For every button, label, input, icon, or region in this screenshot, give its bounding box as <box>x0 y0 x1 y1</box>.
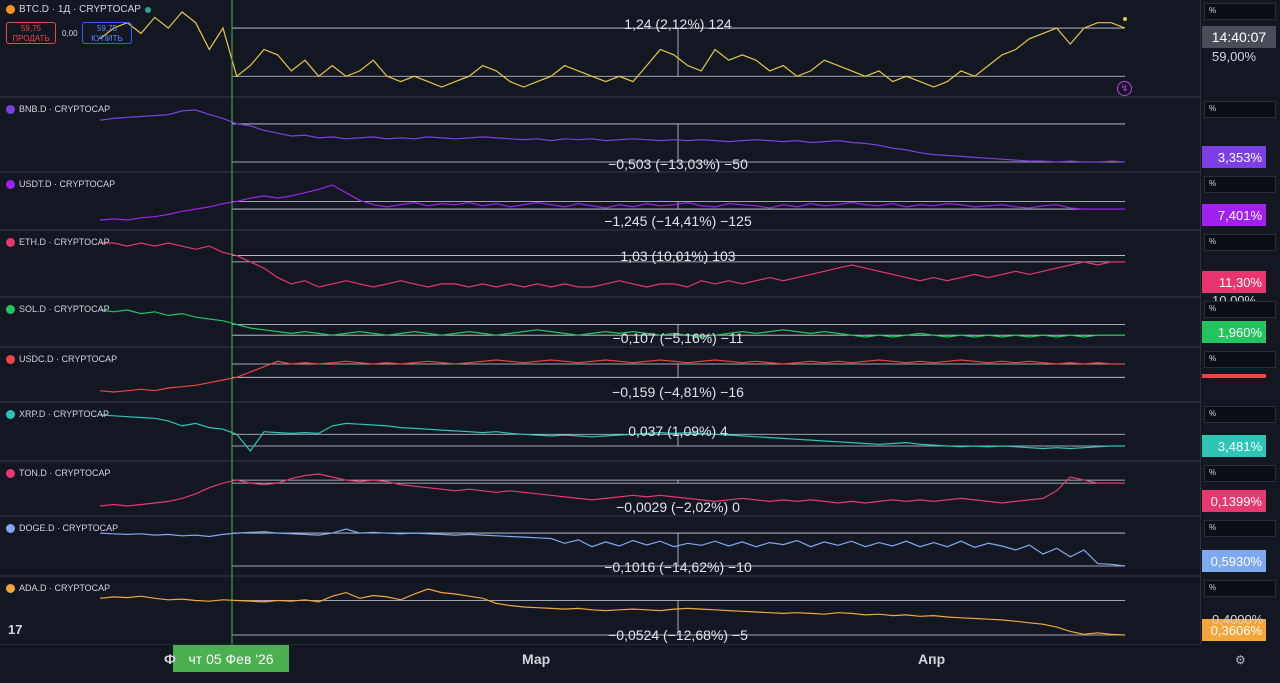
sell-price: 59,75 <box>20 24 42 33</box>
buy-button[interactable]: 59,75 КУПИТЬ <box>82 22 132 44</box>
last-point-marker <box>1123 17 1127 21</box>
symbol-name: USDC.D · CRYPTOCAP <box>19 354 118 364</box>
symbol-name: SOL.D · CRYPTOCAP <box>19 304 110 314</box>
series-line-6 <box>99 414 1125 452</box>
x-label-feb: Ф <box>164 651 176 667</box>
last-value-6: 3,481% <box>1202 435 1266 457</box>
x-label-apr: Апр <box>918 651 946 667</box>
symbol-name: DOGE.D · CRYPTOCAP <box>19 523 119 533</box>
price-scale[interactable] <box>1200 0 1280 645</box>
percent-scale-box-8: % <box>1204 520 1276 537</box>
percent-scale-box-6: % <box>1204 406 1276 423</box>
ethereum-icon <box>6 237 15 247</box>
series-line-7 <box>99 473 1125 507</box>
xrp-icon <box>6 409 15 419</box>
chart-canvas[interactable] <box>0 0 1200 645</box>
symbol-name: BNB.D · CRYPTOCAP <box>19 104 111 114</box>
pane-label-5: USDC.D · CRYPTOCAP <box>6 354 117 364</box>
pane-label-8: DOGE.D · CRYPTOCAP <box>6 523 118 533</box>
settings-gear-icon[interactable]: ⚙ <box>1235 653 1246 667</box>
pane-label-9: ADA.D · CRYPTOCAP <box>6 583 110 593</box>
symbol-name: XRP.D · CRYPTOCAP <box>19 409 110 419</box>
last-value-1: 3,353% <box>1202 146 1266 168</box>
percent-scale-box-3: % <box>1204 234 1276 251</box>
spread-value: 0,00 <box>62 29 78 38</box>
buy-price: 59,75 <box>96 24 118 33</box>
percent-scale-box-7: % <box>1204 465 1276 482</box>
dogecoin-icon <box>6 523 15 533</box>
last-value-3: 11,30% <box>1202 271 1266 293</box>
percent-scale-box-5: % <box>1204 351 1276 368</box>
last-value-2: 7,401% <box>1202 204 1266 226</box>
sell-label: ПРОДАТЬ <box>12 34 50 43</box>
pane-label-6: XRP.D · CRYPTOCAP <box>6 409 109 419</box>
series-line-1 <box>99 109 1126 163</box>
measure-label-6: 0,037 (1,09%) 4 <box>628 423 728 439</box>
series-line-4 <box>99 309 1125 338</box>
series-line-0 <box>99 11 1126 88</box>
series-line-9 <box>99 588 1126 636</box>
main-symbol-label: BTC.D · 1Д · CRYPTOCAP <box>6 4 151 15</box>
last-value-marker-5 <box>1202 374 1266 378</box>
measure-label-7: −0,0029 (−2,02%) 0 <box>616 499 740 515</box>
percent-scale-box-9: % <box>1204 580 1276 597</box>
measure-label-8: −0,1016 (−14,62%) −10 <box>604 559 752 575</box>
bnb-icon <box>6 104 15 114</box>
series-line-2 <box>99 184 1125 221</box>
cardano-icon <box>6 583 15 593</box>
market-status-icon <box>144 6 151 13</box>
series-line-8 <box>99 528 1126 567</box>
percent-scale-box-1: % <box>1204 101 1276 118</box>
last-value-9: 0,3606% <box>1202 619 1266 641</box>
sell-button[interactable]: 59,75 ПРОДАТЬ <box>6 22 56 44</box>
solana-icon <box>6 304 15 314</box>
tradingview-logo: 17 <box>8 622 23 637</box>
measure-label-4: −0,107 (−5,16%) −11 <box>612 330 744 346</box>
last-value-8: 0,5930% <box>1202 550 1266 572</box>
measure-label-1: −0,503 (−13,03%) −50 <box>608 156 748 172</box>
pane-label-4: SOL.D · CRYPTOCAP <box>6 304 110 314</box>
pane-label-7: TON.D · CRYPTOCAP <box>6 468 111 478</box>
last-value-4: 1,960% <box>1202 321 1266 343</box>
series-line-5 <box>99 359 1125 393</box>
symbol-name: BTC.D · 1Д · CRYPTOCAP <box>19 4 141 15</box>
measure-label-0: 1,24 (2,12%) 124 <box>624 16 732 32</box>
bitcoin-icon <box>6 5 15 14</box>
extra-value-9: 0,4000% <box>1212 612 1264 627</box>
series-line-3 <box>100 242 1125 288</box>
measure-label-9: −0,0524 (−12,68%) −5 <box>608 627 748 643</box>
pane-label-3: ETH.D · CRYPTOCAP <box>6 237 110 247</box>
measure-label-5: −0,159 (−4,81%) −16 <box>612 384 744 400</box>
percent-scale-box-4: % <box>1204 301 1276 318</box>
symbol-name: ADA.D · CRYPTOCAP <box>19 583 111 593</box>
symbol-name: TON.D · CRYPTOCAP <box>19 468 111 478</box>
percent-scale-box-0: % <box>1204 3 1276 20</box>
time-label: 14:40:07 <box>1202 26 1276 48</box>
x-label-mar: Мар <box>522 651 551 667</box>
symbol-name: ETH.D · CRYPTOCAP <box>19 237 110 247</box>
measure-label-2: −1,245 (−14,41%) −125 <box>604 213 752 229</box>
usdc-icon <box>6 354 15 364</box>
last-value-7: 0,1399% <box>1202 490 1266 512</box>
tether-icon <box>6 179 15 189</box>
pane-label-2: USDT.D · CRYPTOCAP <box>6 179 115 189</box>
last-value-0: 59,00% <box>1212 49 1257 64</box>
cursor-date-label: чт 05 Фев '26 <box>173 645 289 672</box>
percent-scale-box-2: % <box>1204 176 1276 193</box>
ton-icon <box>6 468 15 478</box>
flash-icon[interactable]: ↯ <box>1117 81 1132 96</box>
symbol-name: USDT.D · CRYPTOCAP <box>19 179 116 189</box>
buy-label: КУПИТЬ <box>91 34 123 43</box>
measure-label-3: 1,03 (10,01%) 103 <box>620 248 736 264</box>
pane-label-1: BNB.D · CRYPTOCAP <box>6 104 110 114</box>
